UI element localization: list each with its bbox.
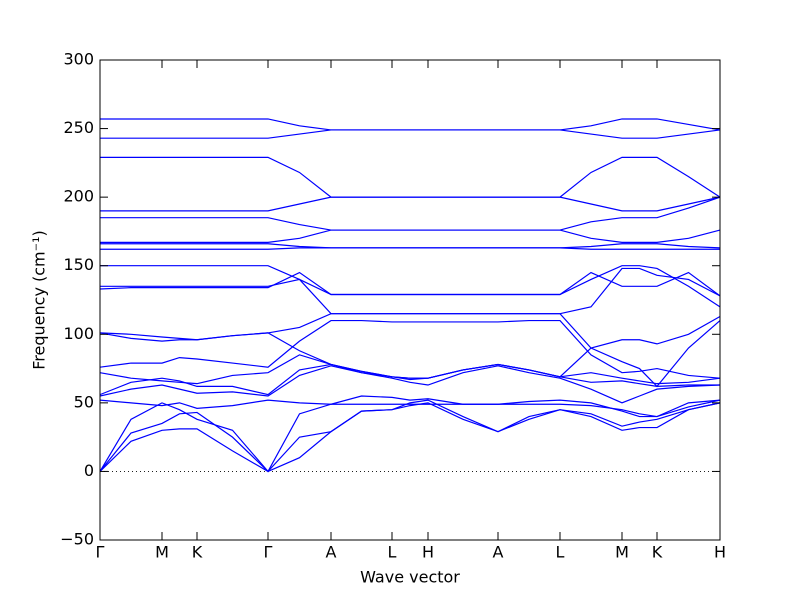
band-line <box>99 402 721 473</box>
x-tick-label: A <box>326 543 337 562</box>
band-line <box>100 265 721 308</box>
band-line <box>99 354 721 385</box>
band-line <box>100 267 721 315</box>
y-tick-label: −50 <box>60 530 94 549</box>
y-tick-label: 300 <box>63 50 94 69</box>
band-line <box>100 243 721 249</box>
band-line <box>100 156 721 198</box>
band-line <box>99 319 721 379</box>
x-tick-label: A <box>493 543 504 562</box>
band-line <box>100 118 721 131</box>
plot-frame <box>99 59 721 541</box>
x-tick-label: K <box>652 543 663 562</box>
band-line <box>99 399 721 473</box>
x-axis-label: Wave vector <box>360 568 460 587</box>
band-line <box>99 365 721 404</box>
x-tick-label: Γ <box>96 543 105 562</box>
band-line <box>100 196 721 231</box>
x-tick-label: M <box>155 543 169 562</box>
x-tick-label: H <box>422 543 434 562</box>
x-tick-label: Γ <box>264 543 273 562</box>
y-tick-label: 250 <box>63 118 94 137</box>
x-tick-label: M <box>615 543 629 562</box>
band-line <box>99 399 721 473</box>
x-tick-label: H <box>714 543 726 562</box>
y-axis-label: Frequency (cm⁻¹) <box>30 230 49 369</box>
y-tick-label: 200 <box>63 187 94 206</box>
y-tick-label: 0 <box>84 461 94 480</box>
x-tick-label: K <box>192 543 203 562</box>
y-tick-label: 50 <box>74 392 94 411</box>
x-tick-label: L <box>388 543 397 562</box>
y-tick-label: 150 <box>63 255 94 274</box>
band-line <box>99 395 721 418</box>
y-tick-label: 100 <box>63 324 94 343</box>
x-tick-label: L <box>556 543 565 562</box>
